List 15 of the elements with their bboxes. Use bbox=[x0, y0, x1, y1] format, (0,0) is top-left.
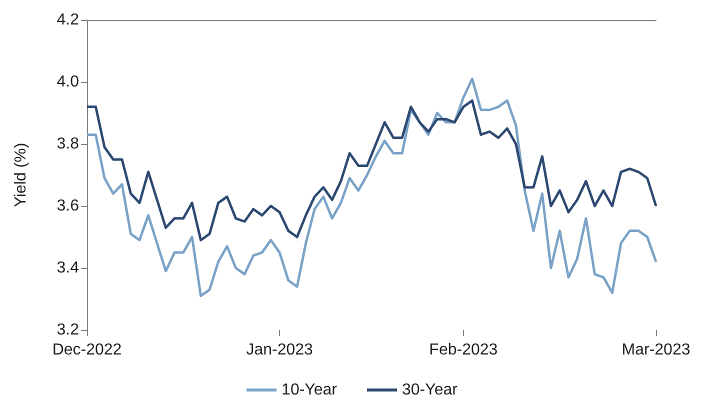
legend-label: 30-Year bbox=[402, 382, 458, 398]
legend-label: 10-Year bbox=[282, 382, 338, 398]
y-tick-label: 4.0 bbox=[56, 74, 80, 90]
x-tick-label: Feb-2023 bbox=[429, 342, 498, 358]
x-tick-label: Dec-2022 bbox=[52, 342, 122, 358]
y-tick-label: 3.6 bbox=[56, 198, 80, 214]
line-series bbox=[86, 99, 658, 242]
y-tick-label: 3.2 bbox=[56, 322, 80, 338]
x-tick-label: Mar-2023 bbox=[622, 342, 690, 358]
y-axis-title: Yield (%) bbox=[12, 142, 30, 208]
y-tick-label: 4.2 bbox=[56, 12, 80, 28]
line-series bbox=[86, 78, 658, 298]
x-tick-label: Jan-2023 bbox=[246, 342, 314, 358]
y-tick-label: 3.4 bbox=[56, 260, 80, 276]
y-tick-label: 3.8 bbox=[56, 136, 80, 152]
